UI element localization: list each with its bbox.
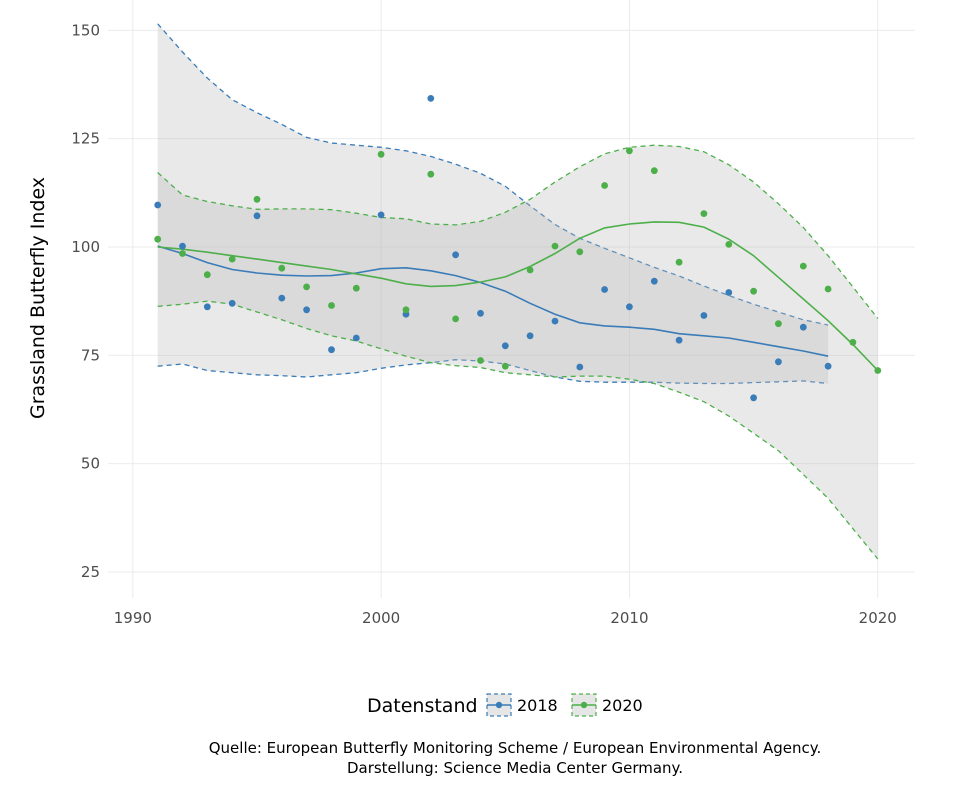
- data-point-2020: [849, 338, 857, 346]
- y-tick-label: 25: [81, 563, 100, 581]
- data-point-2020: [427, 170, 435, 178]
- data-point-2018: [700, 312, 708, 319]
- confidence-band-2020: [157, 145, 878, 559]
- data-point-2018: [725, 289, 733, 296]
- data-point-2018: [303, 306, 310, 314]
- band-lower-2020: [157, 300, 879, 560]
- data-point-2018: [278, 294, 286, 302]
- y-tick-label: 100: [71, 238, 100, 256]
- data-point-2020: [750, 287, 757, 295]
- y-tick-label: 50: [81, 455, 100, 473]
- data-point-2020: [278, 264, 286, 272]
- band-upper-2018: [157, 23, 829, 326]
- data-point-2020: [824, 285, 832, 293]
- data-point-2018: [576, 363, 584, 371]
- data-point-2018: [750, 394, 757, 402]
- data-point-2020: [775, 320, 782, 328]
- legend-label: 2020: [602, 696, 643, 715]
- confidence-bands: [157, 23, 879, 560]
- data-point-2020: [179, 250, 186, 257]
- data-point-2018: [154, 201, 162, 209]
- data-point-2020: [477, 357, 484, 364]
- data-point-2018: [452, 251, 459, 259]
- data-point-2018: [501, 342, 509, 350]
- data-point-2020: [576, 248, 584, 256]
- x-tick-label: 2000: [362, 609, 400, 627]
- x-tick-label: 2010: [610, 609, 648, 627]
- data-point-2018: [650, 277, 658, 285]
- data-point-2020: [700, 210, 708, 218]
- data-point-2018: [328, 346, 335, 354]
- legend-item-2020: 2020: [571, 693, 643, 717]
- data-point-2018: [228, 299, 236, 307]
- data-point-2020: [601, 182, 608, 189]
- data-point-2018: [477, 309, 484, 317]
- data-point-2018: [601, 286, 608, 293]
- grid: [108, 0, 915, 598]
- data-point-2018: [824, 362, 832, 370]
- band-upper-2020: [157, 144, 879, 319]
- data-point-2020: [501, 362, 509, 370]
- data-point-2020: [402, 306, 410, 314]
- data-point-2020: [799, 262, 807, 270]
- data-point-2020: [328, 302, 335, 309]
- data-point-2020: [377, 150, 385, 158]
- legend-key-dot: [495, 701, 503, 709]
- y-tick-label: 125: [71, 130, 100, 148]
- data-point-2018: [253, 212, 261, 220]
- data-point-2018: [203, 303, 211, 311]
- confidence-band-2018: [157, 23, 829, 384]
- data-point-2020: [253, 195, 261, 203]
- data-point-2018: [775, 358, 782, 366]
- legend-title: Datenstand: [367, 695, 478, 717]
- data-point-2018: [526, 332, 534, 340]
- data-point-2020: [675, 258, 683, 266]
- x-axis-ticks: 1990 2000 2010 2020: [114, 609, 897, 627]
- data-point-2018: [626, 303, 633, 311]
- data-point-2020: [551, 242, 559, 250]
- y-axis-label: Grassland Butterfly Index: [27, 177, 49, 419]
- y-tick-label: 75: [81, 346, 100, 364]
- data-point-2020: [874, 367, 882, 374]
- legend: Datenstand 2018 2020: [367, 693, 643, 717]
- data-point-2020: [154, 235, 162, 243]
- data-point-2020: [526, 266, 534, 274]
- data-point-2018: [179, 242, 186, 250]
- data-point-2020: [650, 167, 658, 175]
- y-tick-label: 150: [71, 21, 100, 39]
- y-axis-ticks: 25 50 75 100 125 150: [71, 21, 100, 581]
- smooth-line-2020: [157, 221, 879, 372]
- smooth-line-2018: [157, 245, 829, 357]
- x-tick-label: 1990: [114, 609, 152, 627]
- data-point-2018: [551, 317, 559, 325]
- data-point-2020: [303, 283, 310, 291]
- legend-item-2018: 2018: [486, 693, 558, 717]
- data-point-2018: [427, 95, 435, 102]
- data-point-2020: [452, 315, 459, 323]
- data-points: [154, 95, 882, 402]
- data-point-2018: [799, 323, 807, 331]
- band-lower-2018: [157, 359, 829, 385]
- data-point-2020: [626, 147, 633, 155]
- x-tick-label: 2020: [859, 609, 897, 627]
- legend-key-dot: [580, 701, 588, 709]
- caption-line-2: Darstellung: Science Media Center German…: [347, 759, 683, 777]
- data-point-2020: [228, 255, 236, 263]
- caption-line-1: Quelle: European Butterfly Monitoring Sc…: [209, 739, 822, 757]
- data-point-2018: [352, 334, 360, 342]
- legend-label: 2018: [517, 696, 558, 715]
- data-point-2020: [352, 284, 360, 292]
- data-point-2018: [377, 211, 385, 219]
- data-point-2020: [725, 241, 733, 248]
- data-point-2018: [675, 336, 683, 344]
- smooth-lines: [157, 221, 879, 372]
- data-point-2020: [203, 271, 211, 279]
